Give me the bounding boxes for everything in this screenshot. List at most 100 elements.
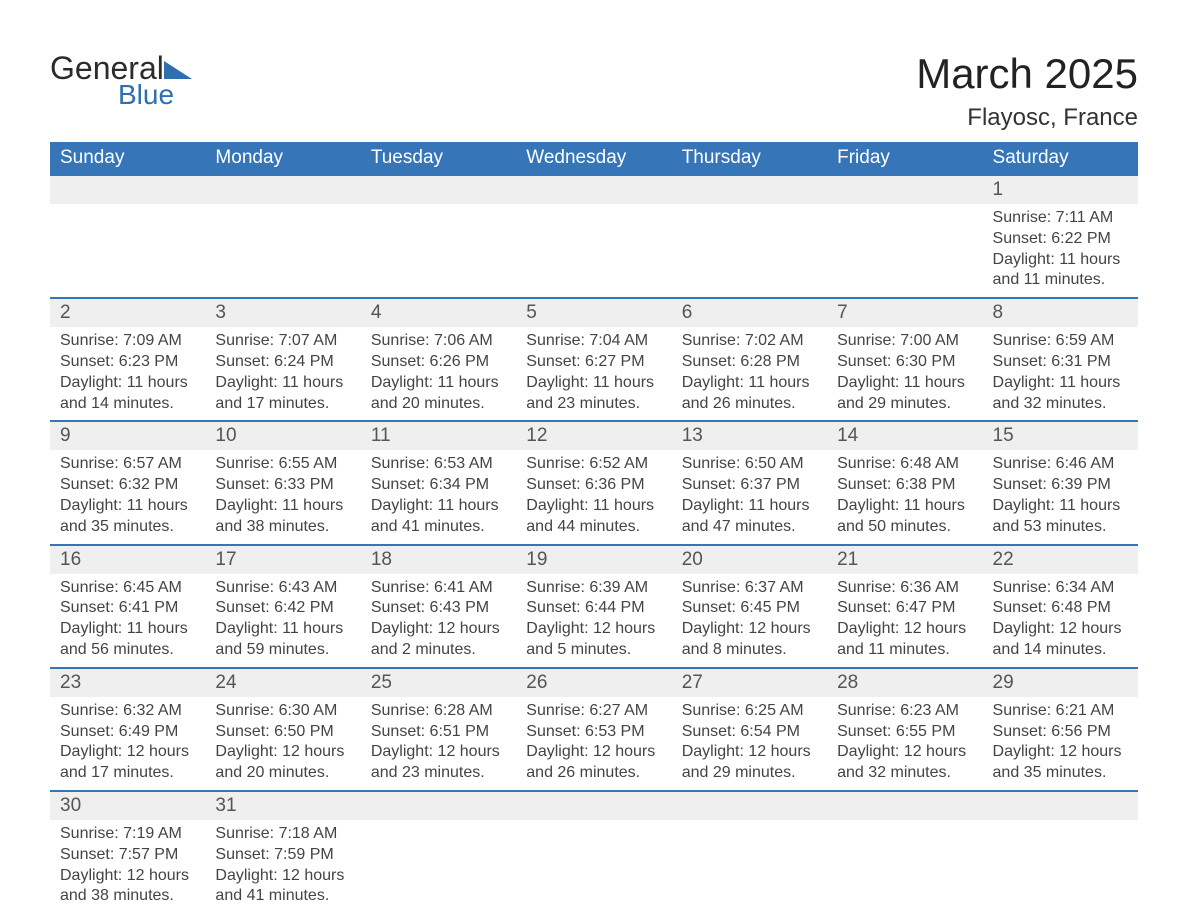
day-details [516, 204, 671, 274]
sunset-text: Sunset: 7:59 PM [215, 845, 350, 866]
day-details: Sunrise: 6:21 AMSunset: 6:56 PMDaylight:… [983, 697, 1138, 790]
calendar-page: General Blue March 2025 Flayosc, France … [0, 0, 1188, 918]
sunrise-text: Sunrise: 6:43 AM [215, 578, 350, 599]
day-details: Sunrise: 7:00 AMSunset: 6:30 PMDaylight:… [827, 327, 982, 420]
brand-logo: General Blue [50, 50, 192, 111]
day-number: 14 [827, 422, 982, 450]
sunrise-text: Sunrise: 6:46 AM [993, 454, 1128, 475]
sunrise-text: Sunrise: 7:02 AM [682, 331, 817, 352]
sunrise-text: Sunrise: 6:55 AM [215, 454, 350, 475]
daylight-text: Daylight: 12 hours and 29 minutes. [682, 742, 817, 784]
day-number [672, 176, 827, 204]
day-details [827, 820, 982, 890]
daylight-text: Daylight: 12 hours and 32 minutes. [837, 742, 972, 784]
sunset-text: Sunset: 6:50 PM [215, 722, 350, 743]
daylight-text: Daylight: 12 hours and 35 minutes. [993, 742, 1128, 784]
day-number: 28 [827, 669, 982, 697]
day-details: Sunrise: 6:59 AMSunset: 6:31 PMDaylight:… [983, 327, 1138, 420]
sunset-text: Sunset: 6:24 PM [215, 352, 350, 373]
sunset-text: Sunset: 6:47 PM [837, 598, 972, 619]
day-cell: 5Sunrise: 7:04 AMSunset: 6:27 PMDaylight… [516, 299, 671, 420]
location-label: Flayosc, France [916, 104, 1138, 132]
day-cell: 21Sunrise: 6:36 AMSunset: 6:47 PMDayligh… [827, 546, 982, 667]
daylight-text: Daylight: 11 hours and 11 minutes. [993, 250, 1128, 292]
day-number [361, 792, 516, 820]
day-cell: 17Sunrise: 6:43 AMSunset: 6:42 PMDayligh… [205, 546, 360, 667]
week-row: 2Sunrise: 7:09 AMSunset: 6:23 PMDaylight… [50, 297, 1138, 420]
sunrise-text: Sunrise: 7:18 AM [215, 824, 350, 845]
sunset-text: Sunset: 6:49 PM [60, 722, 195, 743]
page-title: March 2025 [916, 50, 1138, 98]
day-cell [50, 176, 205, 297]
day-cell [361, 176, 516, 297]
day-details: Sunrise: 6:30 AMSunset: 6:50 PMDaylight:… [205, 697, 360, 790]
sunrise-text: Sunrise: 7:06 AM [371, 331, 506, 352]
day-cell [672, 792, 827, 913]
day-number: 26 [516, 669, 671, 697]
day-cell [983, 792, 1138, 913]
day-cell: 19Sunrise: 6:39 AMSunset: 6:44 PMDayligh… [516, 546, 671, 667]
week-row: 30Sunrise: 7:19 AMSunset: 7:57 PMDayligh… [50, 790, 1138, 913]
day-number: 3 [205, 299, 360, 327]
day-cell: 9Sunrise: 6:57 AMSunset: 6:32 PMDaylight… [50, 422, 205, 543]
day-cell: 24Sunrise: 6:30 AMSunset: 6:50 PMDayligh… [205, 669, 360, 790]
day-cell: 20Sunrise: 6:37 AMSunset: 6:45 PMDayligh… [672, 546, 827, 667]
day-number: 23 [50, 669, 205, 697]
sunset-text: Sunset: 6:23 PM [60, 352, 195, 373]
weekday-header: Thursday [672, 142, 827, 174]
day-number: 20 [672, 546, 827, 574]
daylight-text: Daylight: 11 hours and 20 minutes. [371, 373, 506, 415]
day-cell: 4 Sunrise: 7:06 AMSunset: 6:26 PMDaylight… [361, 299, 516, 420]
day-number: 4 [361, 299, 516, 327]
sunrise-text: Sunrise: 7:07 AM [215, 331, 350, 352]
daylight-text: Daylight: 12 hours and 20 minutes. [215, 742, 350, 784]
daylight-text: Daylight: 12 hours and 8 minutes. [682, 619, 817, 661]
weekday-header: Tuesday [361, 142, 516, 174]
daylight-text: Daylight: 12 hours and 26 minutes. [526, 742, 661, 784]
sunset-text: Sunset: 6:26 PM [371, 352, 506, 373]
daylight-text: Daylight: 12 hours and 38 minutes. [60, 866, 195, 908]
daylight-text: Daylight: 11 hours and 53 minutes. [993, 496, 1128, 538]
day-cell [516, 792, 671, 913]
day-number: 24 [205, 669, 360, 697]
day-cell: 31Sunrise: 7:18 AMSunset: 7:59 PMDayligh… [205, 792, 360, 913]
day-cell: 8Sunrise: 6:59 AMSunset: 6:31 PMDaylight… [983, 299, 1138, 420]
sunset-text: Sunset: 6:30 PM [837, 352, 972, 373]
day-cell [361, 792, 516, 913]
daylight-text: Daylight: 12 hours and 23 minutes. [371, 742, 506, 784]
day-number: 1 [983, 176, 1138, 204]
sunset-text: Sunset: 6:22 PM [993, 229, 1128, 250]
day-cell: 28Sunrise: 6:23 AMSunset: 6:55 PMDayligh… [827, 669, 982, 790]
daylight-text: Daylight: 11 hours and 17 minutes. [215, 373, 350, 415]
sunrise-text: Sunrise: 7:04 AM [526, 331, 661, 352]
day-details [50, 204, 205, 274]
day-cell: 7Sunrise: 7:00 AMSunset: 6:30 PMDaylight… [827, 299, 982, 420]
sunset-text: Sunset: 6:38 PM [837, 475, 972, 496]
sunrise-text: Sunrise: 6:28 AM [371, 701, 506, 722]
day-number: 17 [205, 546, 360, 574]
weekday-header: Wednesday [516, 142, 671, 174]
weeks-container: 1Sunrise: 7:11 AMSunset: 6:22 PMDaylight… [50, 174, 1138, 913]
day-details: Sunrise: 7:11 AMSunset: 6:22 PMDaylight:… [983, 204, 1138, 297]
sunset-text: Sunset: 6:31 PM [993, 352, 1128, 373]
day-number: 21 [827, 546, 982, 574]
day-number: 19 [516, 546, 671, 574]
day-details [827, 204, 982, 274]
day-details: Sunrise: 7:18 AMSunset: 7:59 PMDaylight:… [205, 820, 360, 913]
day-details [672, 820, 827, 890]
sunset-text: Sunset: 6:33 PM [215, 475, 350, 496]
sunrise-text: Sunrise: 6:57 AM [60, 454, 195, 475]
sunrise-text: Sunrise: 6:27 AM [526, 701, 661, 722]
day-details: Sunrise: 6:28 AMSunset: 6:51 PMDaylight:… [361, 697, 516, 790]
day-number [827, 792, 982, 820]
sunset-text: Sunset: 7:57 PM [60, 845, 195, 866]
daylight-text: Daylight: 11 hours and 23 minutes. [526, 373, 661, 415]
logo-blue-text: Blue [118, 79, 174, 111]
sunset-text: Sunset: 6:27 PM [526, 352, 661, 373]
day-details [516, 820, 671, 890]
day-number: 29 [983, 669, 1138, 697]
sunrise-text: Sunrise: 7:19 AM [60, 824, 195, 845]
day-cell: 30Sunrise: 7:19 AMSunset: 7:57 PMDayligh… [50, 792, 205, 913]
sunrise-text: Sunrise: 6:53 AM [371, 454, 506, 475]
day-details [983, 820, 1138, 890]
